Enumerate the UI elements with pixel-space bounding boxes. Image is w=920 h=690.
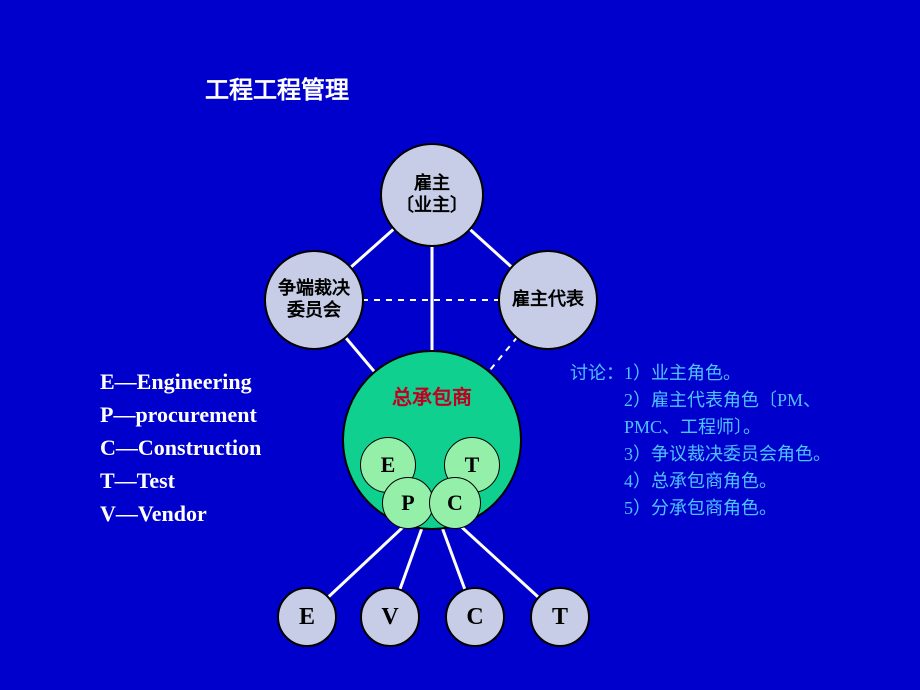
legend-line: E—Engineering	[100, 365, 261, 398]
discussion-item: 2）雇主代表角色〔PM、	[570, 387, 831, 414]
node-label: 总承包商	[392, 386, 472, 410]
page-title: 工程工程管理	[205, 70, 349, 105]
node-label: E	[381, 452, 396, 478]
discussion-item: 4）总承包商角色。	[570, 468, 831, 495]
node-label: 争端裁决 委员会	[278, 278, 350, 321]
node-dispute: 争端裁决 委员会	[264, 250, 364, 350]
node-botC: C	[445, 587, 505, 647]
node-label: 雇主代表	[512, 289, 584, 311]
node-label: C	[447, 490, 463, 516]
node-label: T	[552, 603, 568, 632]
node-botT: T	[530, 587, 590, 647]
node-label: V	[381, 603, 398, 632]
legend-line: V—Vendor	[100, 497, 261, 530]
node-label: 雇主 〔业主〕	[396, 173, 468, 216]
discussion-item: 5）分承包商角色。	[570, 495, 831, 522]
node-label: E	[299, 603, 315, 632]
node-label: C	[466, 603, 483, 632]
legend-line: C—Construction	[100, 431, 261, 464]
node-innerC: C	[429, 477, 481, 529]
discussion-item: 3）争议裁决委员会角色。	[570, 441, 831, 468]
discussion-block: 讨论：1）业主角色。 2）雇主代表角色〔PM、 PMC、工程师〕。3）争议裁决委员…	[570, 360, 831, 522]
node-label: T	[465, 452, 480, 478]
legend-line: T—Test	[100, 464, 261, 497]
node-botE: E	[277, 587, 337, 647]
discussion-header: 讨论：	[570, 363, 624, 383]
discussion-item: PMC、工程师〕。	[570, 414, 831, 441]
node-label: P	[401, 490, 414, 516]
node-botV: V	[360, 587, 420, 647]
diagram-edges	[0, 0, 920, 690]
node-owner: 雇主 〔业主〕	[380, 143, 484, 247]
discussion-item: 1）业主角色。	[624, 363, 741, 383]
node-innerP: P	[382, 477, 434, 529]
node-rep: 雇主代表	[498, 250, 598, 350]
legend-line: P—procurement	[100, 398, 261, 431]
legend-block: E—EngineeringP—procurementC—Construction…	[100, 365, 261, 530]
